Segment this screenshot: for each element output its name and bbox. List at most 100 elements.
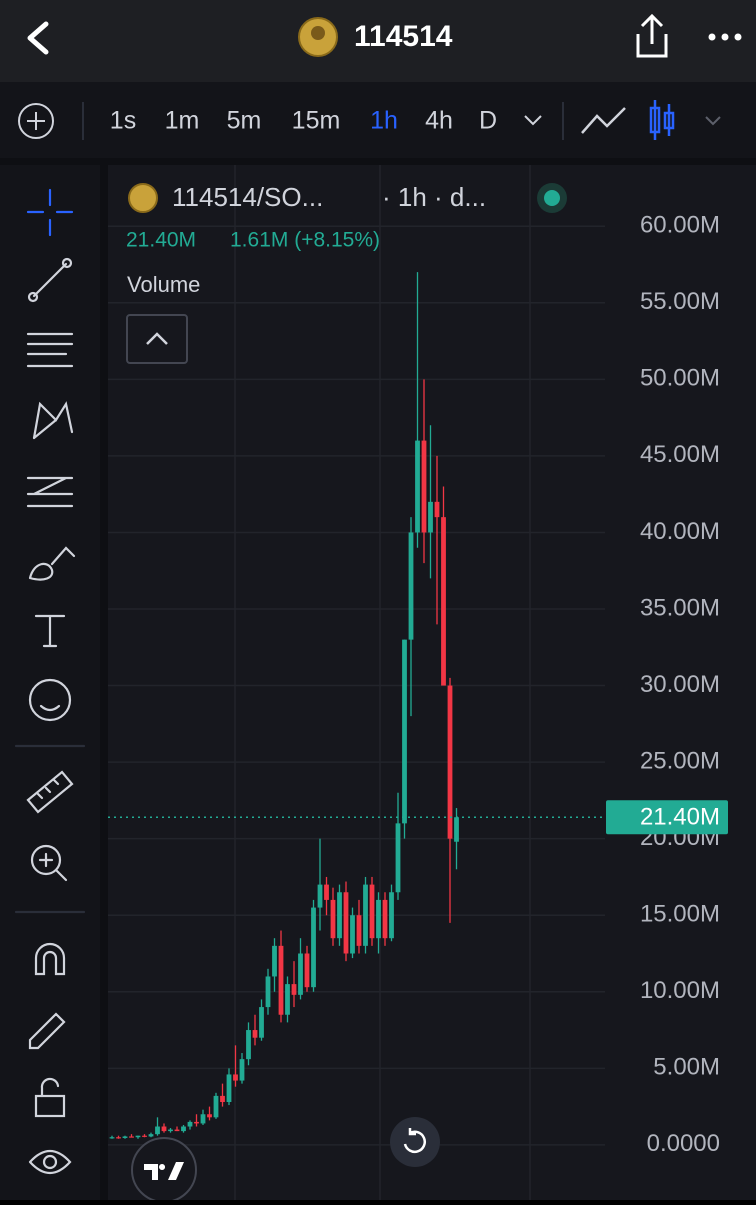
tool-body: [34, 1094, 66, 1118]
candle-body: [252, 1030, 258, 1038]
share-button[interactable]: [636, 13, 668, 58]
share-box: [636, 34, 668, 58]
interval-button[interactable]: D: [479, 107, 497, 135]
tool-pupil: [42, 1154, 58, 1170]
y-tick-label: 55.00M: [640, 288, 720, 315]
candle-body: [369, 884, 375, 939]
legend-symbol: 114514/SO...: [172, 182, 323, 212]
visibility-tool[interactable]: [28, 1149, 72, 1175]
pattern-tool[interactable]: [32, 401, 74, 440]
toolbar: [0, 82, 756, 158]
candle-body: [148, 1134, 154, 1137]
tool-dot: [27, 291, 39, 303]
collapse-button[interactable]: [126, 314, 188, 364]
candle-body: [350, 915, 355, 954]
more-button[interactable]: [708, 33, 742, 41]
candle-body: [356, 915, 362, 946]
trend-line-tool[interactable]: [27, 257, 73, 303]
grid: [108, 165, 605, 1200]
candle-body: [285, 984, 290, 1015]
candle-body: [389, 892, 394, 939]
market-status-dot: [544, 190, 560, 206]
candle-body: [129, 1136, 134, 1138]
add-indicator-button[interactable]: [18, 103, 54, 139]
lock-drawing-tool[interactable]: [28, 1012, 66, 1050]
token-title: 114514: [354, 20, 453, 53]
collapse-chevron: [146, 332, 168, 345]
candle-body: [363, 884, 368, 946]
y-tick-label: 45.00M: [640, 441, 720, 468]
candle-body: [109, 1137, 115, 1139]
legend-change: 1.61M (+8.15%): [230, 229, 380, 252]
interval-button[interactable]: 5m: [227, 107, 262, 135]
interval-button[interactable]: 15m: [292, 107, 341, 135]
candle-body: [168, 1129, 173, 1132]
y-tick-label: 50.00M: [640, 365, 720, 392]
interval-button[interactable]: 4h: [425, 107, 453, 135]
candle-body: [441, 517, 446, 686]
candle-body: [265, 976, 271, 1008]
interval-button[interactable]: 1h: [370, 107, 398, 135]
candle-body: [330, 899, 336, 939]
lock-tool[interactable]: [34, 1077, 66, 1118]
chart-panel: [108, 165, 756, 1200]
candle-body: [395, 823, 401, 893]
candle-body: [324, 884, 329, 900]
zoom-tool[interactable]: [30, 844, 68, 882]
candle-body: [116, 1137, 121, 1139]
emoji-tool[interactable]: [28, 678, 72, 722]
interval-button[interactable]: 1s: [110, 107, 136, 135]
dot: [734, 33, 742, 41]
dot: [708, 33, 716, 41]
crosshair-tool[interactable]: [26, 188, 74, 237]
candle-chart-button[interactable]: [649, 100, 675, 140]
legend-token-icon: [128, 183, 158, 213]
candle-body: [428, 501, 433, 533]
candle-body: [278, 945, 284, 1015]
candle-body: [259, 1007, 264, 1038]
tradingview-mark: [144, 1162, 184, 1180]
interval-button[interactable]: 1m: [165, 107, 200, 135]
y-tick-label: 60.00M: [640, 212, 720, 239]
interval-dropdown[interactable]: [524, 115, 542, 126]
y-tick-label: 15.00M: [640, 901, 720, 928]
candle-body: [447, 685, 453, 839]
token-icon-face: [311, 26, 325, 40]
y-tick-label: 0.0000: [647, 1130, 720, 1157]
candle-body: [421, 440, 427, 533]
header-bar: [0, 0, 756, 82]
projection-tool[interactable]: [26, 476, 74, 508]
candle-body: [174, 1129, 180, 1132]
brush-tool[interactable]: [28, 546, 76, 581]
candle-body: [181, 1126, 186, 1132]
candle-body: [135, 1135, 141, 1138]
candle-body: [343, 892, 349, 954]
candle-body: [155, 1126, 160, 1135]
candle-body: [291, 984, 297, 995]
text-tool[interactable]: [34, 614, 66, 648]
chart-type-dropdown[interactable]: [705, 116, 721, 126]
tool-dot: [61, 257, 73, 269]
legend-interval: · 1h · d...: [382, 182, 486, 212]
back-button[interactable]: [27, 21, 49, 55]
magnet-tool[interactable]: [34, 942, 66, 976]
tool-shackle: [40, 1077, 60, 1098]
dot: [721, 33, 729, 41]
tool-handle: [38, 852, 68, 882]
ruler-tool[interactable]: [26, 770, 74, 814]
fib-tool[interactable]: [26, 332, 74, 368]
y-tick-label: 5.00M: [653, 1054, 720, 1081]
candle-body: [434, 501, 440, 518]
y-axis: 0.00005.00M10.00M15.00M20.00M25.00M30.00…: [640, 212, 720, 1158]
candle-body: [226, 1074, 232, 1103]
candle-body: [246, 1030, 251, 1060]
drawing-sidebar: [0, 165, 100, 1200]
candle-body: [200, 1114, 206, 1124]
line-chart-button[interactable]: [581, 107, 626, 134]
candle-body: [415, 440, 420, 533]
plot-area: [108, 272, 605, 1139]
candle-body: [454, 817, 459, 842]
legend-price: 21.40M: [126, 229, 196, 252]
reset-button[interactable]: [390, 1117, 440, 1167]
candle-body: [213, 1095, 219, 1118]
